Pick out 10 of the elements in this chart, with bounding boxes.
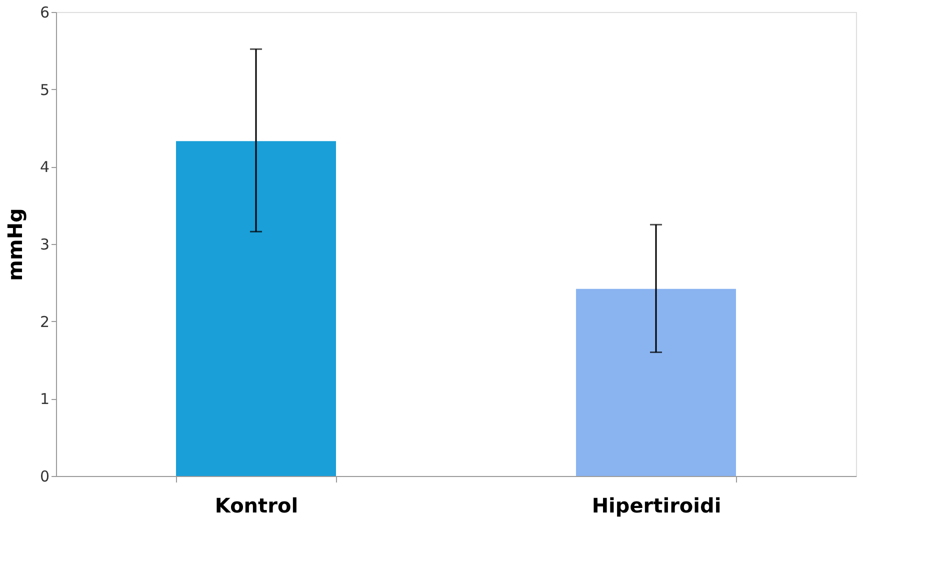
y-tick-label: 1: [40, 390, 50, 408]
y-axis-title: mmHg: [2, 208, 27, 281]
y-tick-label: 5: [40, 80, 50, 99]
y-tick-label: 6: [40, 4, 50, 22]
x-tick-label: Hipertiroidi: [592, 494, 722, 518]
y-tick-label: 3: [40, 236, 50, 254]
y-tick-label: 4: [40, 158, 50, 176]
x-tick-label: Kontrol: [214, 494, 298, 518]
y-tick-label: 2: [40, 312, 50, 331]
y-tick-label: 0: [40, 468, 50, 486]
